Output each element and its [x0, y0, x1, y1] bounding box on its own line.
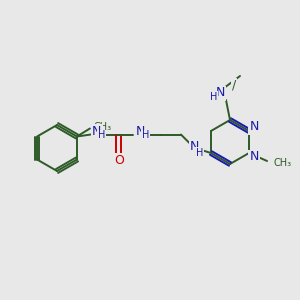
Text: H: H: [98, 130, 106, 140]
Text: N: N: [249, 121, 259, 134]
Text: H: H: [196, 148, 204, 158]
Text: N: N: [190, 140, 200, 153]
Text: O: O: [114, 154, 124, 167]
Text: N: N: [136, 125, 146, 138]
Text: /: /: [232, 79, 236, 92]
Text: N: N: [92, 125, 102, 138]
Text: H: H: [142, 130, 150, 140]
Text: H: H: [210, 92, 218, 102]
Text: N: N: [215, 86, 225, 100]
Text: N: N: [249, 151, 259, 164]
Text: CH₃: CH₃: [273, 158, 291, 168]
Text: CH₃: CH₃: [94, 122, 112, 131]
